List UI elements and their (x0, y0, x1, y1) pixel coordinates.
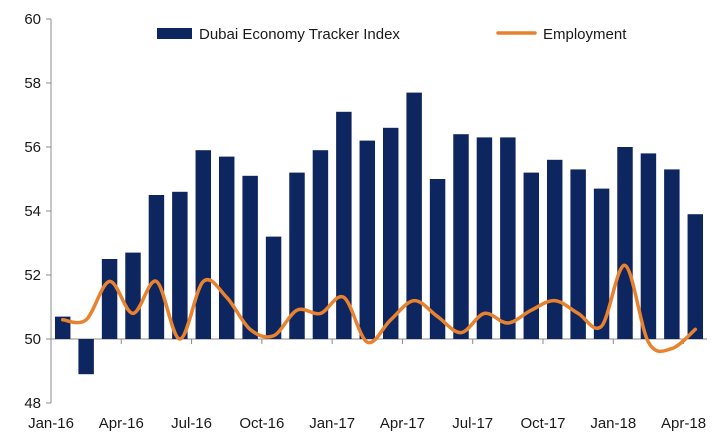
y-tick-label: 50 (24, 331, 41, 348)
bar (359, 140, 376, 339)
bar (523, 172, 540, 339)
x-tick-label: Jan-17 (309, 415, 355, 432)
bar (406, 92, 422, 339)
bar (640, 153, 657, 339)
bar (476, 137, 493, 339)
bar (289, 172, 305, 339)
x-tick-label: Jan-18 (590, 415, 636, 432)
bar (148, 195, 165, 339)
x-tick-label: Apr-17 (380, 415, 425, 432)
bar (453, 134, 469, 339)
bar (570, 169, 586, 339)
y-tick-label: 52 (24, 267, 41, 284)
legend-swatch-bar (157, 28, 192, 39)
bar (78, 339, 94, 375)
bar (195, 150, 212, 339)
bar (500, 137, 516, 339)
bar (172, 191, 188, 339)
y-tick-label: 58 (24, 75, 41, 92)
bar (617, 147, 633, 339)
bar (546, 159, 563, 339)
employment-line (60, 263, 698, 354)
x-tick-label: Apr-16 (99, 415, 144, 432)
bar (218, 156, 235, 339)
x-tick-label: Apr-18 (661, 415, 706, 432)
x-tick-label: Oct-17 (520, 415, 565, 432)
y-tick-label: 54 (24, 203, 41, 220)
bar (687, 214, 704, 339)
bar (593, 188, 610, 339)
x-tick-label: Jul-16 (171, 415, 212, 432)
legend-label-bar: Dubai Economy Tracker Index (199, 26, 400, 43)
y-tick-label: 56 (24, 139, 41, 156)
bar (429, 179, 446, 339)
bar (125, 252, 141, 339)
bar (312, 150, 329, 339)
bar-series (54, 92, 704, 375)
bar (336, 111, 352, 339)
bar (265, 236, 282, 339)
legend: Dubai Economy Tracker Index Employment (157, 26, 627, 43)
y-tick-label: 48 (24, 395, 41, 412)
bar (382, 127, 399, 339)
y-tick-label: 60 (24, 11, 41, 28)
bar (242, 175, 258, 339)
bar (101, 259, 118, 339)
legend-label-line: Employment (543, 26, 627, 43)
bar (664, 169, 680, 339)
line-series (60, 263, 698, 354)
x-axis: Jan-16 Apr-16 Jul-16 Oct-16 Jan-17 Apr-17 Jul-… (28, 338, 707, 432)
x-tick-label: Jan-16 (28, 415, 74, 432)
x-tick-label: Jul-17 (452, 415, 493, 432)
x-tick-label: Oct-16 (239, 415, 284, 432)
y-axis: 48 50 52 54 56 58 60 (24, 11, 52, 412)
